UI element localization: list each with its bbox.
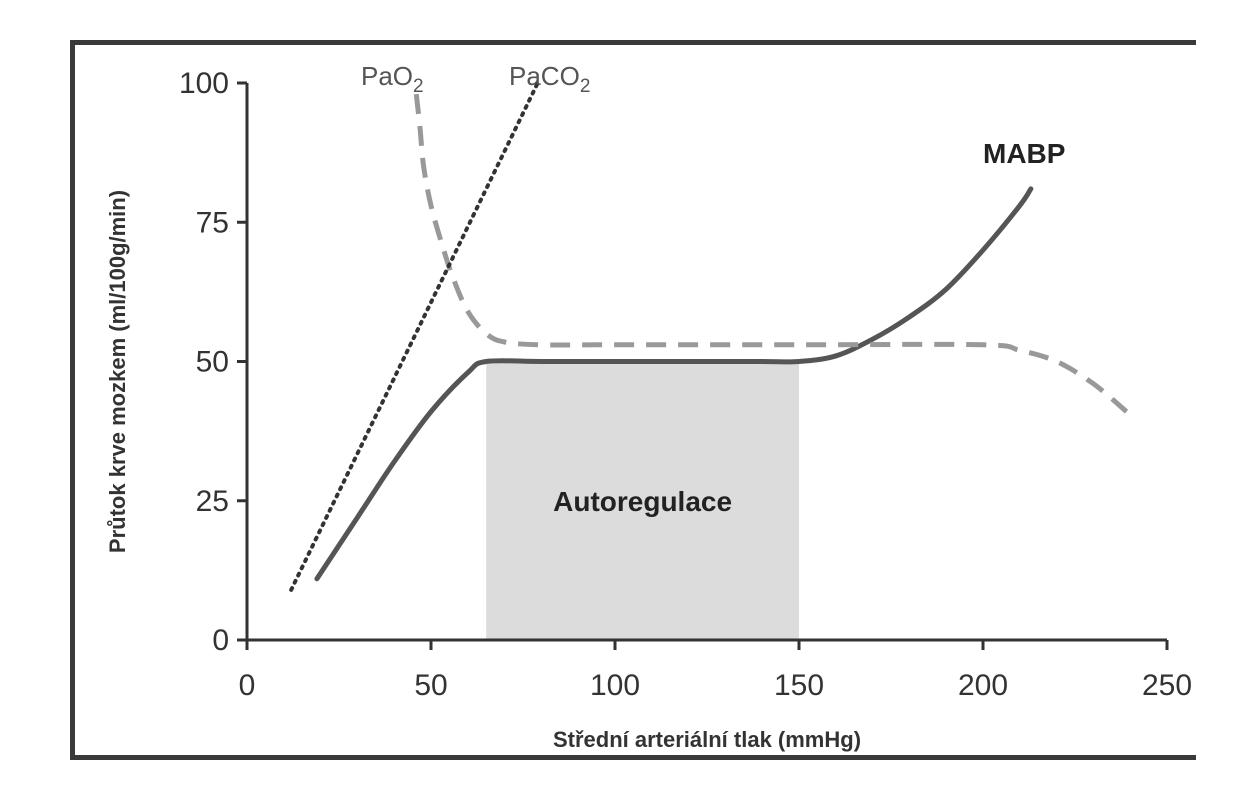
series-label-mabp: MABP (983, 138, 1065, 169)
series-line-paco (289, 81, 540, 592)
chart-frame: 0 25 50 75 100 0 50 100 150 200 250 Střední arteriá… (70, 40, 1196, 760)
x-axis-title: Střední arteriální tlak (mmHg) (553, 727, 861, 752)
autoregulation-label: Autoregulace (553, 486, 732, 517)
series-line-mabp (314, 186, 1034, 582)
y-tick-label: 100 (179, 67, 229, 100)
y-tick-label: 75 (196, 206, 229, 239)
x-tick-label: 200 (958, 669, 1008, 702)
series-label-subscript: 2 (413, 76, 424, 97)
axis-layer: 0 25 50 75 100 0 50 100 150 200 250 Střední arteriá… (105, 67, 1192, 752)
series-layer (289, 81, 1129, 592)
x-tick-label: 250 (1142, 669, 1192, 702)
x-tick-label: 50 (414, 669, 447, 702)
autoregulation-region (486, 361, 799, 640)
series-label-paco: PaCO2 (509, 61, 590, 97)
x-tick-label: 100 (590, 669, 640, 702)
series-line-pao (413, 93, 1129, 414)
y-tick-label: 50 (196, 346, 229, 379)
x-tick-label: 0 (239, 669, 256, 702)
x-tick-label: 150 (774, 669, 824, 702)
series-label-main: PaO (361, 61, 413, 91)
autoregulation-region-layer (486, 361, 799, 640)
y-axis-title: Průtok krve mozkem (ml/100g/min) (105, 190, 130, 553)
series-label-main: PaCO (509, 61, 580, 91)
autoregulation-chart: 0 25 50 75 100 0 50 100 150 200 250 Střední arteriá… (105, 61, 1192, 752)
series-label-pao: PaO2 (361, 61, 424, 97)
y-tick-label: 0 (212, 624, 229, 657)
y-tick-label: 25 (196, 485, 229, 518)
series-label-subscript: 2 (580, 76, 591, 97)
